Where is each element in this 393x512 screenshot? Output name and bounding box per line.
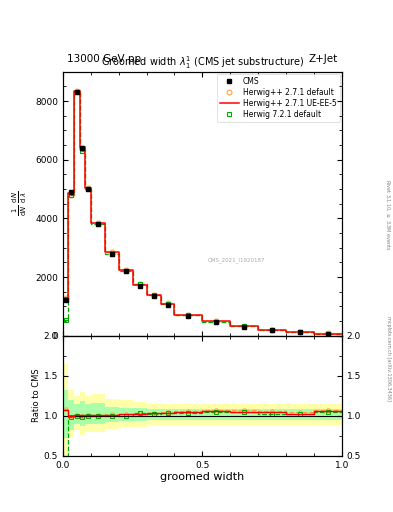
Herwig++ 2.7.1 UE-EE-5 [158,301,163,307]
Text: CMS_2021_I1920187: CMS_2021_I1920187 [208,258,266,264]
CMS [86,186,90,192]
Line: Herwig 7.2.1 default: Herwig 7.2.1 default [63,90,331,336]
Herwig 7.2.1 default [165,301,170,307]
Herwig++ 2.7.1 UE-EE-5 [340,330,344,336]
CMS [151,293,156,299]
Herwig 7.2.1 default [80,148,85,154]
Line: Herwig++ 2.7.1 default: Herwig++ 2.7.1 default [63,88,331,336]
Herwig++ 2.7.1 UE-EE-5 [284,329,288,335]
CMS [242,324,247,330]
Herwig++ 2.7.1 UE-EE-5 [102,220,107,226]
Herwig 7.2.1 default [75,89,79,95]
Herwig++ 2.7.1 UE-EE-5 [256,323,261,329]
Herwig++ 2.7.1 default [242,323,247,329]
Herwig 7.2.1 default [86,186,90,192]
Herwig++ 2.7.1 default [270,327,275,333]
Herwig++ 2.7.1 UE-EE-5 [256,327,261,333]
Herwig++ 2.7.1 default [151,291,156,297]
Herwig 7.2.1 default [95,221,100,227]
Herwig++ 2.7.1 default [298,329,303,335]
Line: CMS: CMS [63,90,331,336]
Herwig 7.2.1 default [137,281,142,287]
Text: Z+Jet: Z+Jet [309,54,338,64]
Herwig 7.2.1 default [109,250,114,257]
CMS [137,283,142,289]
Y-axis label: $\frac{1}{\mathrm{d}N}\ \frac{\mathrm{d}N}{\mathrm{d}\,\lambda}$: $\frac{1}{\mathrm{d}N}\ \frac{\mathrm{d}… [11,191,29,217]
Herwig++ 2.7.1 default [186,311,191,317]
Text: 13000 GeV pp: 13000 GeV pp [67,54,141,64]
Herwig++ 2.7.1 UE-EE-5 [72,88,76,94]
Herwig 7.2.1 default [270,327,275,333]
Herwig 7.2.1 default [242,323,247,329]
Herwig++ 2.7.1 UE-EE-5 [116,267,121,273]
Herwig++ 2.7.1 default [137,281,142,287]
Line: Herwig++ 2.7.1 UE-EE-5: Herwig++ 2.7.1 UE-EE-5 [63,91,342,333]
CMS [270,327,275,333]
Herwig 7.2.1 default [298,329,303,335]
Herwig++ 2.7.1 UE-EE-5 [130,282,135,288]
Herwig++ 2.7.1 UE-EE-5 [77,88,82,94]
Herwig 7.2.1 default [63,316,68,323]
CMS [69,189,73,195]
CMS [326,331,331,337]
Herwig++ 2.7.1 default [95,220,100,226]
Herwig++ 2.7.1 UE-EE-5 [83,144,88,151]
CMS [95,221,100,227]
CMS [186,313,191,319]
Herwig++ 2.7.1 UE-EE-5 [200,312,205,318]
Text: Rivet 3.1.10, $\geq$ 3.3M events: Rivet 3.1.10, $\geq$ 3.3M events [384,179,391,251]
Herwig++ 2.7.1 UE-EE-5 [228,323,233,329]
Herwig++ 2.7.1 default [80,145,85,151]
Herwig 7.2.1 default [151,292,156,298]
Herwig++ 2.7.1 default [214,318,219,325]
CMS [165,302,170,308]
Herwig++ 2.7.1 UE-EE-5 [66,295,71,301]
X-axis label: groomed width: groomed width [160,472,244,482]
Herwig 7.2.1 default [214,318,219,325]
Herwig++ 2.7.1 UE-EE-5 [144,292,149,298]
Title: Groomed width $\lambda_1^1$ (CMS jet substructure): Groomed width $\lambda_1^1$ (CMS jet sub… [101,54,304,71]
Herwig++ 2.7.1 UE-EE-5 [312,329,316,335]
CMS [63,297,68,304]
Text: mcplots.cern.ch [arXiv:1306.3436]: mcplots.cern.ch [arXiv:1306.3436] [386,316,391,401]
Herwig++ 2.7.1 UE-EE-5 [130,267,135,273]
CMS [298,329,303,335]
Herwig++ 2.7.1 UE-EE-5 [228,318,233,325]
Herwig++ 2.7.1 UE-EE-5 [61,295,65,301]
CMS [214,319,219,325]
Herwig++ 2.7.1 UE-EE-5 [312,330,316,336]
Herwig++ 2.7.1 UE-EE-5 [158,292,163,298]
Herwig 7.2.1 default [186,312,191,318]
Herwig++ 2.7.1 UE-EE-5 [172,301,177,307]
Herwig++ 2.7.1 default [165,301,170,307]
Herwig++ 2.7.1 UE-EE-5 [172,312,177,318]
CMS [75,89,79,95]
Herwig++ 2.7.1 default [123,267,128,273]
Herwig++ 2.7.1 UE-EE-5 [102,249,107,255]
Herwig++ 2.7.1 UE-EE-5 [88,220,93,226]
Legend: CMS, Herwig++ 2.7.1 default, Herwig++ 2.7.1 UE-EE-5, Herwig 7.2.1 default: CMS, Herwig++ 2.7.1 default, Herwig++ 2.… [217,74,340,122]
Herwig++ 2.7.1 UE-EE-5 [66,190,71,197]
Herwig++ 2.7.1 default [109,249,114,255]
Herwig++ 2.7.1 default [86,184,90,190]
Herwig++ 2.7.1 default [63,294,68,301]
Herwig++ 2.7.1 UE-EE-5 [200,318,205,325]
Herwig++ 2.7.1 UE-EE-5 [72,190,76,197]
Herwig++ 2.7.1 default [326,330,331,336]
Y-axis label: Ratio to CMS: Ratio to CMS [32,369,41,422]
Herwig 7.2.1 default [326,330,331,336]
CMS [109,250,114,257]
Herwig++ 2.7.1 UE-EE-5 [83,185,88,191]
Herwig++ 2.7.1 default [69,192,73,198]
Herwig 7.2.1 default [123,268,128,274]
Herwig++ 2.7.1 UE-EE-5 [77,144,82,151]
Herwig++ 2.7.1 UE-EE-5 [144,282,149,288]
Herwig++ 2.7.1 default [75,88,79,94]
CMS [80,145,85,151]
Herwig++ 2.7.1 UE-EE-5 [88,185,93,191]
Herwig++ 2.7.1 UE-EE-5 [116,249,121,255]
Herwig++ 2.7.1 UE-EE-5 [284,327,288,333]
CMS [123,268,128,274]
Herwig 7.2.1 default [69,192,73,198]
